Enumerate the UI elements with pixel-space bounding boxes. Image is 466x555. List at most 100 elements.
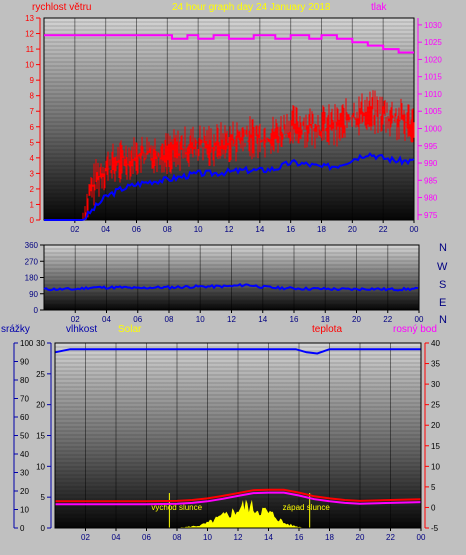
p3-temp-tick-label: 25	[431, 401, 440, 410]
p3-precip-tick-label: 50	[20, 432, 29, 441]
p3-precip-tick-label: 100	[20, 339, 34, 348]
p1-right-tick-label: 1025	[424, 38, 442, 47]
p3-temp-tick-label: -5	[431, 524, 439, 533]
p3-humidity-tick-label: 20	[36, 401, 45, 410]
p3-precip-tick-label: 30	[20, 469, 29, 478]
p3-precip-tick-label: 20	[20, 487, 29, 496]
p3-x-tick-label: 00	[417, 533, 426, 542]
p3-temp-tick-label: 30	[431, 380, 440, 389]
p1-x-tick-label: 08	[163, 225, 172, 234]
p1-left-tick-label: 12	[25, 30, 34, 39]
p1-x-tick-label: 00	[410, 225, 419, 234]
p1-left-tick-label: 5	[30, 138, 35, 147]
p2-x-tick-label: 14	[258, 315, 267, 324]
p3-precip-tick-label: 80	[20, 376, 29, 385]
p3-x-tick-label: 08	[173, 533, 182, 542]
p1-x-tick-label: 12	[225, 225, 234, 234]
p1-right-tick-label: 985	[424, 176, 438, 185]
p3-x-tick-label: 14	[264, 533, 273, 542]
p3-x-tick-label: 22	[386, 533, 395, 542]
p2-x-tick-label: 10	[196, 315, 205, 324]
p1-left-tick-label: 0	[30, 216, 35, 225]
p2-left-tick-label: 180	[25, 274, 39, 283]
p1-left-tick-label: 9	[30, 76, 35, 85]
p1-right-tick-label: 1000	[424, 124, 442, 133]
p3-x-tick-label: 02	[81, 533, 90, 542]
p2-x-tick-label: 20	[352, 315, 361, 324]
p3-precip-tick-label: 10	[20, 506, 29, 515]
sunset-annotation: západ slunce	[283, 503, 331, 512]
p1-right-tick-label: 1020	[424, 55, 442, 64]
p2-x-tick-label: 00	[415, 315, 424, 324]
p3-humidity-tick-label: 15	[36, 432, 45, 441]
p3-plot-area	[55, 343, 421, 528]
p2-x-tick-label: 12	[227, 315, 236, 324]
p1-x-tick-label: 20	[348, 225, 357, 234]
p1-x-tick-label: 14	[255, 225, 264, 234]
p3-humidity-tick-label: 30	[36, 339, 45, 348]
solar-label: Solar	[118, 324, 142, 335]
pressure-label: tlak	[371, 2, 388, 13]
p3-x-tick-label: 16	[295, 533, 304, 542]
p3-x-tick-label: 12	[234, 533, 243, 542]
p2-left-tick-label: 90	[29, 290, 38, 299]
p1-left-tick-label: 7	[30, 107, 35, 116]
p2-left-tick-label: 0	[34, 306, 39, 315]
p1-x-tick-label: 18	[317, 225, 326, 234]
p2-left-tick-label: 360	[25, 241, 39, 250]
p1-right-tick-label: 990	[424, 159, 438, 168]
dir-label-w: W	[437, 261, 448, 273]
p3-humidity-tick-label: 0	[41, 524, 46, 533]
p3-x-tick-label: 10	[203, 533, 212, 542]
p1-left-tick-label: 10	[25, 61, 34, 70]
p1-x-tick-label: 02	[70, 225, 79, 234]
chart-title: 24 hour graph day 24 January 2018	[172, 2, 331, 13]
p2-x-tick-label: 04	[102, 315, 111, 324]
p3-temp-tick-label: 15	[431, 442, 440, 451]
p1-left-tick-label: 11	[26, 45, 35, 54]
plots-layer: 02 04 06 08 10 12 14 16 18 20 22 000123456789101112…	[13, 14, 442, 542]
p1-x-tick-label: 16	[286, 225, 295, 234]
p1-left-tick-label: 6	[30, 123, 35, 132]
p1-left-tick-label: 2	[30, 185, 35, 194]
p3-temp-tick-label: 5	[431, 483, 436, 492]
p3-temp-tick-label: 35	[431, 360, 440, 369]
p3-humidity-tick-label: 10	[36, 462, 45, 471]
p3-temp-tick-label: 0	[431, 503, 436, 512]
p3-humidity-tick-label: 5	[41, 493, 46, 502]
temperature-label: teplota	[312, 324, 342, 335]
wind-speed-label: rychlost větru	[32, 2, 91, 13]
p1-left-tick-label: 1	[30, 200, 35, 209]
pressure-line	[44, 34, 414, 54]
solar-area	[169, 499, 307, 528]
p1-right-tick-label: 1030	[424, 21, 442, 30]
p1-right-tick-label: 975	[424, 211, 438, 220]
p1-x-tick-label: 10	[194, 225, 203, 234]
p3-x-tick-label: 04	[112, 533, 121, 542]
p1-right-tick-label: 995	[424, 142, 438, 151]
humidity-label: vlhkost	[66, 324, 97, 335]
p3-x-tick-label: 06	[142, 533, 151, 542]
p1-right-tick-label: 1015	[424, 73, 442, 82]
p1-left-tick-label: 4	[30, 154, 35, 163]
p2-left-tick-label: 270	[25, 257, 39, 266]
humidity-line	[54, 348, 421, 355]
dir-label-n-top: N	[439, 242, 447, 254]
p3-temp-tick-label: 40	[431, 339, 440, 348]
sunrise-annotation: východ slunce	[151, 503, 202, 512]
p3-humidity-tick-label: 25	[36, 370, 45, 379]
p1-right-tick-label: 1005	[424, 107, 442, 116]
p3-frame-top	[54, 342, 422, 529]
p1-left-tick-label: 8	[30, 92, 35, 101]
p1-x-tick-label: 04	[101, 225, 110, 234]
p3-precip-tick-label: 0	[20, 524, 25, 533]
p2-x-tick-label: 18	[321, 315, 330, 324]
precip-label: srážky	[1, 324, 30, 335]
dir-label-e: E	[439, 297, 446, 309]
p1-x-tick-label: 06	[132, 225, 141, 234]
p1-left-tick-label: 3	[30, 169, 35, 178]
wind-direction-line	[43, 283, 419, 292]
dir-label-s: S	[439, 279, 446, 291]
p3-precip-tick-label: 90	[20, 358, 29, 367]
